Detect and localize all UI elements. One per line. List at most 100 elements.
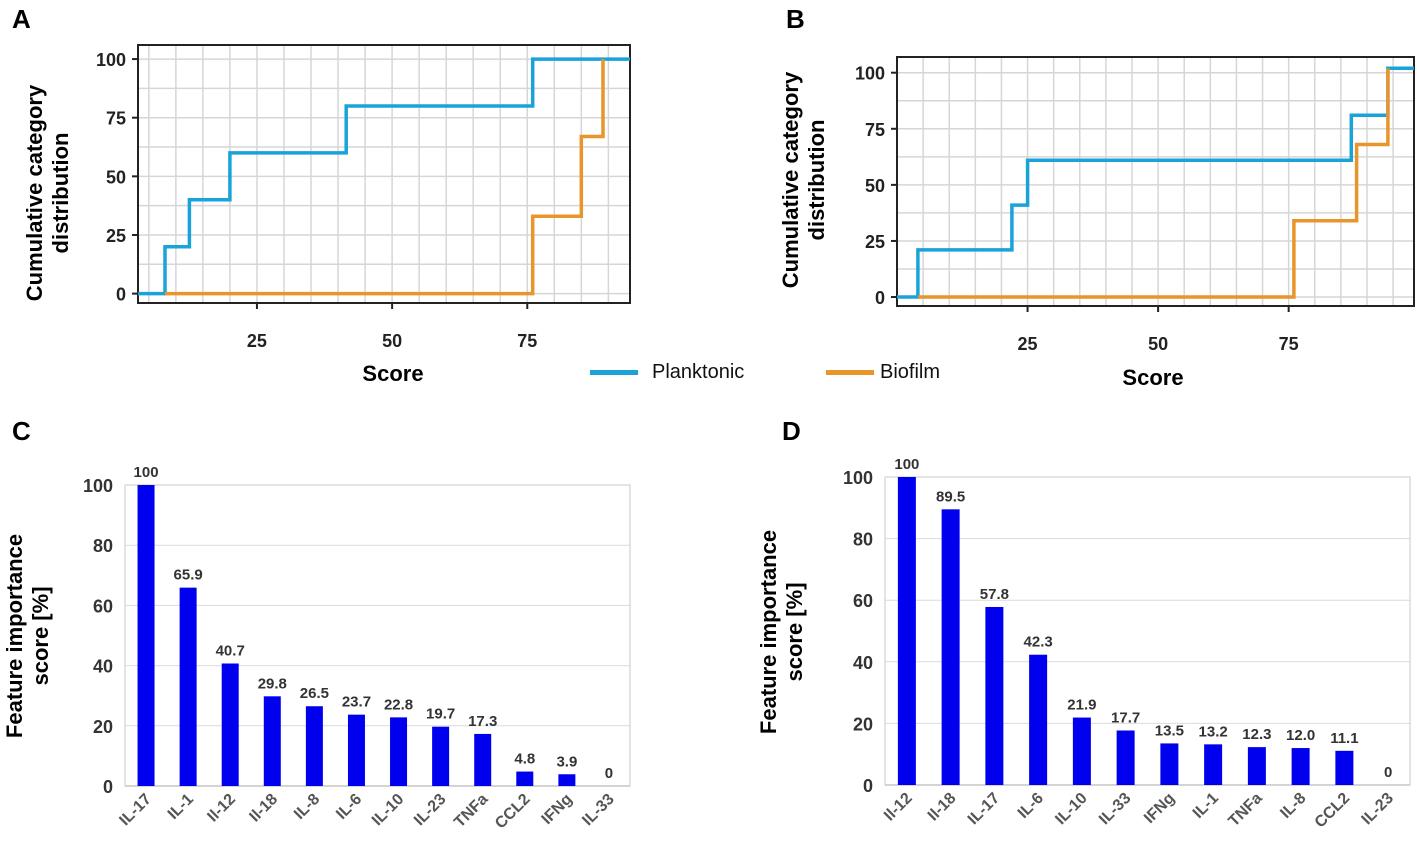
chart-c-bar: [263, 696, 281, 786]
chart-d-category-label: IL-1: [1190, 790, 1222, 822]
chart-d-bar-value-label: 100: [894, 456, 919, 473]
chart-c-frame: [124, 484, 631, 787]
chart-b-y-tick-label: 75: [865, 120, 885, 140]
chart-c-y-title-line2: score [%]: [28, 586, 53, 685]
chart-d-category-label: IL-23: [1359, 790, 1397, 828]
chart-d-bar: [1072, 717, 1091, 785]
chart-b-x-tick-label: 50: [1148, 334, 1168, 354]
chart-d-bar: [1160, 743, 1179, 785]
chart-c-bar-value-label: 40.7: [216, 642, 245, 659]
chart-d-category-label: Il-18: [925, 790, 960, 825]
chart-c-bars: 100 65.9 40.7 29.8 26.5 23.7 22.8 19.7 17.3 4.8 3.…: [134, 464, 613, 786]
chart-a-x-ticks: 25 50 75: [247, 303, 537, 351]
chart-c-category-label: IL-6: [333, 791, 365, 823]
chart-c-bar-value-label: 19.7: [426, 706, 455, 723]
chart-c-category-label: CCL2: [492, 791, 534, 833]
chart-d-y-tick-label: 0: [863, 776, 873, 796]
chart-d-bar: [1204, 744, 1223, 785]
chart-d-bars: 100 89.5 57.8 42.3 21.9 17.7 13.5 13.2 12.3 12.0 1…: [894, 456, 1392, 785]
legend: Planktonic Biofilm: [590, 361, 940, 383]
chart-d-category-label: TNFa: [1225, 790, 1265, 830]
chart-b-y-tick-label: 100: [855, 64, 885, 84]
chart-d-y-tick-label: 60: [853, 591, 873, 611]
chart-b: 0 25 50 75 100 25 50 75 Score Cumulative categ…: [778, 56, 1415, 390]
chart-d-category-label: IL-33: [1096, 790, 1134, 828]
chart-c-y-tick-label: 80: [93, 536, 113, 556]
chart-c-y-tick-label: 0: [103, 777, 113, 797]
chart-d-category-label: IL-6: [1015, 790, 1047, 822]
chart-d-bar-value-label: 57.8: [980, 586, 1009, 603]
chart-a: 0 25 50 75 100 25 50 75 Score Cumulative categ…: [22, 44, 631, 386]
chart-b-series-planktonic: [897, 66, 1414, 299]
chart-d-bar-value-label: 13.5: [1155, 722, 1184, 739]
chart-d-bar: [985, 606, 1004, 785]
chart-b-y-tick-label: 0: [875, 288, 885, 308]
chart-a-y-tick-label: 75: [106, 109, 126, 129]
legend-swatch-planktonic: [590, 370, 638, 375]
panel-label-b: B: [786, 4, 805, 34]
chart-d-bar-value-label: 12.0: [1286, 727, 1315, 744]
legend-swatch-biofilm: [826, 370, 874, 375]
chart-c: 100 65.9 40.7 29.8 26.5 23.7 22.8 19.7 17.3 4.8 3.…: [2, 464, 631, 833]
chart-a-series-biofilm: [165, 59, 605, 296]
chart-a-x-title: Score: [362, 361, 423, 386]
chart-c-category-label: TNFa: [451, 791, 491, 831]
chart-c-bar-value-label: 4.8: [514, 751, 535, 768]
chart-d-bar: [1247, 747, 1266, 785]
chart-c-bar-value-label: 29.8: [258, 675, 287, 692]
chart-c-category-label: IFNg: [539, 791, 576, 828]
chart-d-bar-value-label: 0: [1384, 764, 1392, 781]
chart-c-bar: [137, 485, 155, 786]
chart-c-bar: [390, 717, 408, 786]
chart-a-series-planktonic: [138, 57, 630, 296]
chart-d-y-tick-label: 80: [853, 530, 873, 550]
chart-b-frame: [896, 56, 1415, 307]
chart-d-bar-value-label: 17.7: [1111, 709, 1140, 726]
chart-d-bar-value-label: 13.2: [1199, 723, 1228, 740]
chart-d-y-tick-label: 100: [843, 468, 873, 488]
panel-label-a: A: [12, 4, 31, 34]
legend-label-planktonic: Planktonic: [652, 361, 744, 383]
chart-c-x-ticks: IL-17 IL-1 Il-12 Il-18 IL-8 IL-6 IL-10 IL-23 TNF…: [116, 791, 617, 833]
chart-b-x-ticks: 25 50 75: [1018, 306, 1299, 354]
chart-a-x-tick-label: 75: [517, 331, 537, 351]
chart-a-grid: [138, 45, 630, 303]
chart-c-bar: [432, 726, 450, 786]
chart-a-y-tick-label: 0: [116, 285, 126, 305]
chart-d-bar: [1029, 654, 1048, 785]
chart-d-bar: [1291, 748, 1310, 785]
chart-c-y-tick-label: 100: [83, 476, 113, 496]
chart-c-bar: [179, 587, 197, 786]
chart-d-frame: [884, 476, 1411, 786]
chart-c-bar: [221, 663, 239, 786]
chart-c-category-label: IL-33: [579, 791, 617, 829]
chart-b-series: [897, 66, 1414, 299]
chart-a-y-tick-label: 100: [96, 50, 126, 70]
chart-a-y-tick-label: 25: [106, 226, 126, 246]
chart-d: 100 89.5 57.8 42.3 21.9 17.7 13.5 13.2 12.3 12.0 1…: [756, 456, 1411, 832]
chart-d-bar: [1116, 730, 1135, 785]
chart-c-grid: [125, 484, 630, 787]
chart-c-y-tick-label: 60: [93, 596, 113, 616]
chart-c-y-tick-label: 40: [93, 657, 113, 677]
chart-b-x-title: Score: [1122, 365, 1183, 390]
chart-a-series: [138, 57, 630, 296]
chart-c-bar: [558, 774, 576, 786]
chart-a-y-title-line1: Cumulative category: [22, 84, 47, 301]
chart-d-x-ticks: Il-12 Il-18 IL-17 IL-6 IL-10 IL-33 IFNg IL-1 TNF…: [881, 790, 1397, 832]
chart-d-bar: [941, 509, 960, 785]
chart-c-bar-value-label: 3.9: [556, 753, 577, 770]
chart-b-x-tick-label: 25: [1018, 334, 1038, 354]
chart-d-category-label: Il-12: [881, 790, 916, 825]
legend-label-biofilm: Biofilm: [880, 361, 940, 383]
chart-c-bar-value-label: 0: [605, 765, 613, 782]
chart-d-category-label: IL-10: [1052, 790, 1090, 828]
chart-d-category-label: IL-8: [1277, 790, 1309, 822]
chart-d-y-ticks: 0 20 40 60 80 100: [843, 468, 873, 796]
chart-b-y-tick-label: 25: [865, 232, 885, 252]
chart-c-bar-value-label: 17.3: [468, 713, 497, 730]
chart-d-bar-value-label: 12.3: [1242, 726, 1271, 743]
chart-b-y-ticks: 0 25 50 75 100: [855, 64, 897, 308]
chart-c-category-label: IL-1: [165, 791, 197, 823]
chart-c-bar-value-label: 22.8: [384, 696, 413, 713]
